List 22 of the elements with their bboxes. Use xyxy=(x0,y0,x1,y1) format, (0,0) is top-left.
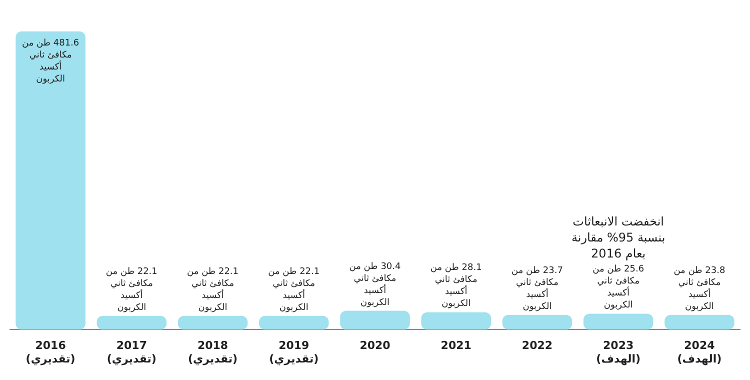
bar xyxy=(178,316,248,330)
data-label: 22.1 طن من مكافئ ثاني أكسيد الكربون xyxy=(268,266,320,313)
bar xyxy=(664,314,734,330)
bar xyxy=(259,316,329,330)
bar xyxy=(340,310,410,330)
data-label: 25.6 طن من مكافئ ثاني أكسيد الكربون xyxy=(592,264,644,311)
data-label: 481.6 طن من مكافئ ثاني أكسيد الكربون xyxy=(22,38,80,84)
x-tick-label: 2020 xyxy=(360,339,391,352)
data-label: 23.7 طن من مكافئ ثاني أكسيد الكربون xyxy=(511,266,563,312)
data-label: 28.1 طن من مكافئ ثاني أكسيد الكربون xyxy=(430,263,482,310)
bar xyxy=(583,314,654,330)
bar xyxy=(502,314,572,330)
data-label: 23.8 طن من مكافئ ثاني أكسيد الكربون xyxy=(674,266,726,312)
data-label: 30.4 طن من مكافئ ثاني أكسيد الكربون xyxy=(349,262,401,308)
data-label: 22.1 طن من مكافئ ثاني أكسيد الكربون xyxy=(187,266,239,313)
x-tick-label: 2021 xyxy=(440,339,472,352)
bar xyxy=(421,312,491,330)
bar xyxy=(96,316,167,330)
data-label: 22.1 طن من مكافئ ثاني أكسيد الكربون xyxy=(106,266,158,313)
x-tick-label: 2022 xyxy=(522,339,553,352)
bar xyxy=(16,31,86,330)
annotation: انخفضت الانبعاثات بنسبة 95% مقارنة بعام 2016 xyxy=(571,214,666,261)
